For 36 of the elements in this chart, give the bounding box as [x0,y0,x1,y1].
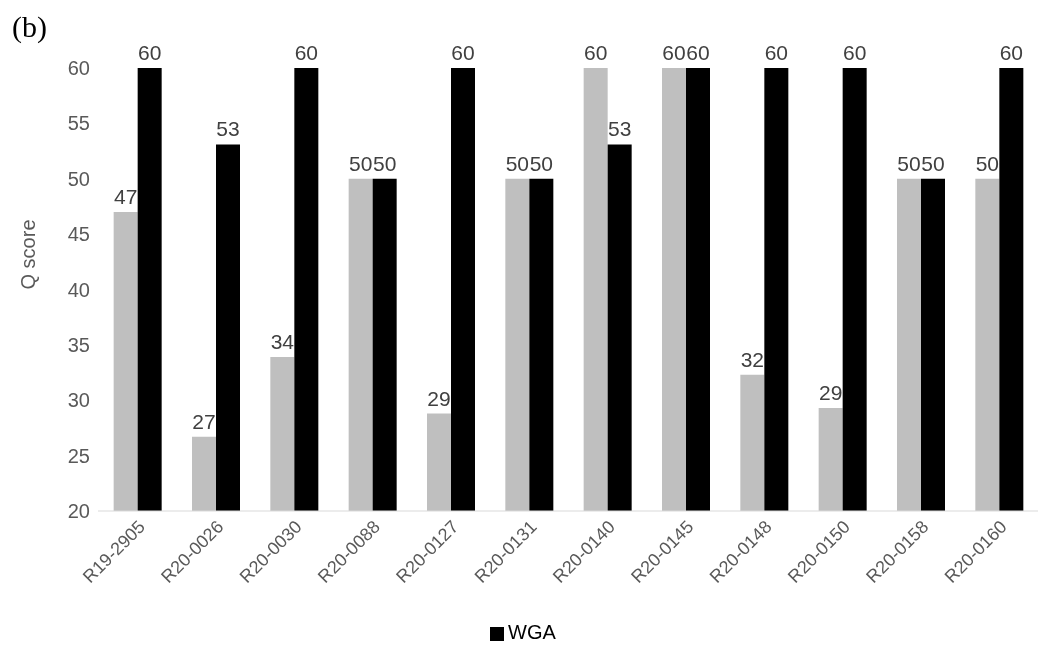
legend-label: WGA [508,621,556,643]
data-label: 53 [607,117,632,141]
data-label: 32 [740,347,765,371]
y-tick-label: 35 [67,333,90,356]
data-label: 60 [662,41,686,64]
y-tick-label: 50 [67,167,90,190]
text: (b) [12,10,47,44]
data-label: 34 [270,330,295,354]
y-tick-label: 30 [67,389,90,412]
data-label: 60 [999,41,1024,64]
data-label: 29 [818,381,843,404]
y-tick-label: 60 [67,57,90,80]
data-label: 53 [216,117,240,141]
data-label: 50 [372,151,397,175]
data-label: 50 [975,151,1000,175]
y-axis-title: Q score [17,219,40,290]
data-label: 50 [348,151,373,175]
data-label: 60 [451,41,475,64]
data-label: 50 [921,151,945,175]
y-tick-label: 25 [67,444,90,467]
data-label: 50 [897,151,921,175]
y-tick-label: 20 [67,500,90,523]
data-label: 60 [764,41,789,64]
y-tick-label: 40 [67,278,90,301]
data-label: 60 [583,41,608,64]
data-label: 60 [294,41,319,64]
data-label: 50 [529,151,554,175]
data-label: 27 [192,409,216,433]
data-label: 60 [137,41,162,64]
y-tick-label: 55 [67,112,90,135]
y-tick-label: 45 [67,223,90,246]
data-label: 60 [686,41,710,64]
data-label: 47 [113,184,138,208]
data-label: 60 [842,41,867,64]
data-label: 29 [427,386,451,410]
data-label: 50 [505,151,530,175]
